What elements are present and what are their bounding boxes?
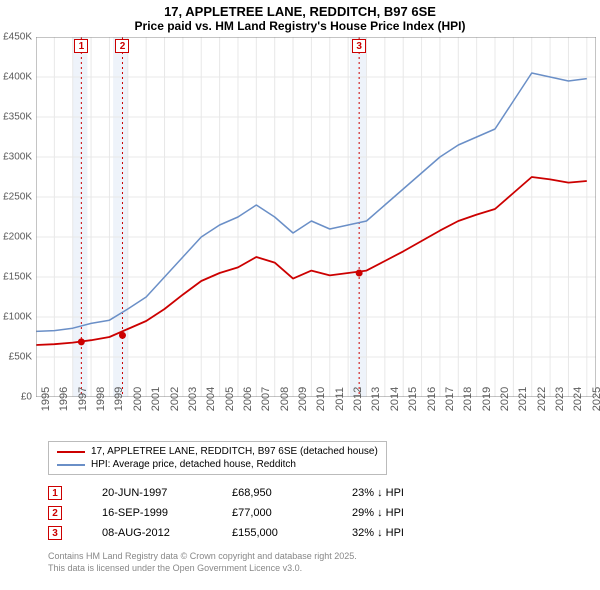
footnote-line1: Contains HM Land Registry data © Crown c…: [48, 551, 600, 563]
sale-row: 1 20-JUN-1997 £68,950 23% ↓ HPI: [48, 483, 600, 503]
y-tick-label: £200K: [3, 232, 32, 243]
x-tick-label: 2016: [426, 387, 438, 411]
chart-svg: [36, 37, 596, 397]
y-tick-label: £400K: [3, 72, 32, 83]
sale-row: 3 08-AUG-2012 £155,000 32% ↓ HPI: [48, 523, 600, 543]
sale-price: £68,950: [232, 487, 312, 499]
x-tick-label: 1995: [40, 387, 52, 411]
x-tick-label: 2017: [444, 387, 456, 411]
x-tick-label: 2018: [462, 387, 474, 411]
legend-row: 17, APPLETREE LANE, REDDITCH, B97 6SE (d…: [57, 445, 378, 458]
y-tick-label: £100K: [3, 312, 32, 323]
x-tick-label: 2025: [591, 387, 600, 411]
sales-table: 1 20-JUN-1997 £68,950 23% ↓ HPI 2 16-SEP-1999…: [48, 483, 600, 543]
y-tick-label: £450K: [3, 32, 32, 43]
x-tick-label: 2003: [187, 387, 199, 411]
legend-row: HPI: Average price, detached house, Redd…: [57, 458, 378, 471]
x-tick-label: 2009: [297, 387, 309, 411]
legend-label: HPI: Average price, detached house, Redd…: [91, 459, 296, 470]
x-tick-label: 2019: [481, 387, 493, 411]
sale-delta: 29% ↓ HPI: [352, 507, 442, 519]
x-tick-label: 2022: [536, 387, 548, 411]
x-tick-label: 2008: [279, 387, 291, 411]
x-tick-label: 1997: [77, 387, 89, 411]
chart-title-line1: 17, APPLETREE LANE, REDDITCH, B97 6SE: [0, 0, 600, 19]
legend-label: 17, APPLETREE LANE, REDDITCH, B97 6SE (d…: [91, 446, 378, 457]
x-axis-labels: 1995199619971998199920002001200220032004…: [36, 399, 596, 439]
x-tick-label: 1999: [113, 387, 125, 411]
sale-date: 16-SEP-1999: [102, 507, 192, 519]
x-tick-label: 2012: [352, 387, 364, 411]
footnote-line2: This data is licensed under the Open Gov…: [48, 563, 600, 575]
chart-marker-flag: 2: [115, 39, 129, 53]
chart-marker-flag: 1: [74, 39, 88, 53]
x-tick-label: 2014: [389, 387, 401, 411]
sale-marker-box: 3: [48, 526, 62, 540]
y-tick-label: £150K: [3, 272, 32, 283]
x-tick-label: 2001: [150, 387, 162, 411]
x-tick-label: 2021: [517, 387, 529, 411]
chart-title-line2: Price paid vs. HM Land Registry's House …: [0, 19, 600, 37]
y-tick-label: £250K: [3, 192, 32, 203]
x-tick-label: 2002: [169, 387, 181, 411]
x-tick-label: 2006: [242, 387, 254, 411]
x-tick-label: 2011: [334, 387, 346, 411]
x-tick-label: 2015: [407, 387, 419, 411]
x-tick-label: 2004: [205, 387, 217, 411]
x-tick-label: 1996: [58, 387, 70, 411]
y-axis-labels: £0£50K£100K£150K£200K£250K£300K£350K£400…: [0, 37, 34, 397]
y-tick-label: £50K: [9, 352, 32, 363]
footnote: Contains HM Land Registry data © Crown c…: [48, 551, 600, 574]
sale-date: 08-AUG-2012: [102, 527, 192, 539]
chart-area: £0£50K£100K£150K£200K£250K£300K£350K£400…: [36, 37, 596, 397]
sale-delta: 32% ↓ HPI: [352, 527, 442, 539]
sale-price: £155,000: [232, 527, 312, 539]
sale-row: 2 16-SEP-1999 £77,000 29% ↓ HPI: [48, 503, 600, 523]
sale-marker-box: 1: [48, 486, 62, 500]
x-tick-label: 2024: [572, 387, 584, 411]
x-tick-label: 1998: [95, 387, 107, 411]
sale-date: 20-JUN-1997: [102, 487, 192, 499]
sale-delta: 23% ↓ HPI: [352, 487, 442, 499]
x-tick-label: 2013: [370, 387, 382, 411]
x-tick-label: 2007: [260, 387, 272, 411]
chart-marker-flag: 3: [352, 39, 366, 53]
x-tick-label: 2005: [224, 387, 236, 411]
x-tick-label: 2010: [315, 387, 327, 411]
x-tick-label: 2000: [132, 387, 144, 411]
sale-price: £77,000: [232, 507, 312, 519]
x-tick-label: 2020: [499, 387, 511, 411]
y-tick-label: £350K: [3, 112, 32, 123]
legend: 17, APPLETREE LANE, REDDITCH, B97 6SE (d…: [48, 441, 387, 475]
legend-swatch: [57, 451, 85, 453]
x-tick-label: 2023: [554, 387, 566, 411]
legend-swatch: [57, 464, 85, 466]
sale-marker-box: 2: [48, 506, 62, 520]
y-tick-label: £300K: [3, 152, 32, 163]
y-tick-label: £0: [21, 392, 32, 403]
